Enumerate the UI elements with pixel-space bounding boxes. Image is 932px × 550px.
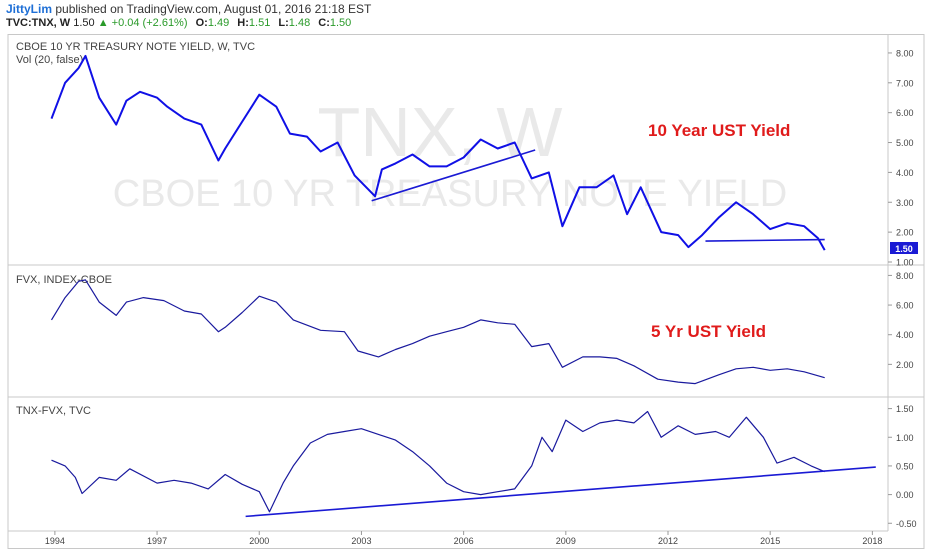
annotation-5yr: 5 Yr UST Yield [651, 322, 766, 341]
panel1-subtitle: Vol (20, false) [16, 54, 83, 66]
last-value-badge [890, 242, 918, 254]
x-tick-label: 1997 [147, 536, 167, 546]
x-tick-label: 2009 [556, 536, 576, 546]
panel2-title: FVX, INDEX-CBOE [16, 274, 112, 286]
y-tick-label: -0.50 [896, 519, 917, 529]
panel1-title: CBOE 10 YR TREASURY NOTE YIELD, W, TVC [16, 41, 255, 53]
series-line-panel-1 [50, 54, 826, 251]
high-value: 1.51 [248, 17, 271, 29]
y-tick-label: 6.00 [896, 301, 914, 311]
x-tick-label: 2006 [454, 536, 474, 546]
series-line-panel-2 [50, 279, 825, 385]
x-tick-label: 2018 [862, 536, 882, 546]
y-tick-label: 1.50 [896, 404, 914, 414]
high-label: H: [237, 17, 249, 29]
y-tick-label: 4.00 [896, 168, 914, 178]
trendline-3[interactable] [245, 466, 876, 518]
y-axis-ticks: 8.00 7.00 6.00 5.00 4.00 3.00 2.00 1.00 8.00 6.00… [888, 48, 917, 529]
chart-area[interactable]: TNX, W CBOE 10 YR TREASURY NOTE YIELD CB… [0, 34, 932, 550]
annotation-10yr: 10 Year UST Yield [648, 121, 790, 140]
x-tick-label: 2000 [249, 536, 269, 546]
watermark-name: CBOE 10 YR TREASURY NOTE YIELD [113, 173, 787, 215]
x-tick-label: 2015 [760, 536, 780, 546]
publish-line: JittyLim published on TradingView.com, A… [6, 2, 371, 16]
last-price: 1.50 [73, 17, 95, 29]
last-value-label: 1.50 [895, 244, 913, 254]
close-label: C: [318, 17, 330, 29]
low-label: L: [278, 17, 289, 29]
open-value: 1.49 [207, 17, 230, 29]
y-tick-label: 1.00 [896, 433, 914, 443]
y-tick-label: 3.00 [896, 198, 914, 208]
y-tick-label: 0.00 [896, 490, 914, 500]
y-tick-label: 8.00 [896, 271, 914, 281]
quote-line: TVC:TNX, W 1.50 ▲ +0.04 (+2.61%) O:1.49 … [6, 17, 351, 29]
y-tick-label: 6.00 [896, 108, 914, 118]
open-label: O: [195, 17, 208, 29]
y-tick-label: 7.00 [896, 78, 914, 88]
y-tick-label: 2.00 [896, 228, 914, 238]
x-tick-label: 1994 [45, 536, 65, 546]
price-change: +0.04 (+2.61%) [111, 17, 188, 29]
chart-header: JittyLim published on TradingView.com, A… [0, 0, 932, 34]
trendline-layer [245, 149, 876, 518]
chart-frame [7, 34, 925, 549]
y-tick-label: 0.50 [896, 461, 914, 471]
x-axis: 1994 1997 2000 2003 2006 2009 2012 2015 2018 [45, 531, 882, 546]
up-arrow-icon: ▲ [97, 17, 109, 29]
low-value: 1.48 [288, 17, 311, 29]
panel3-title: TNX-FVX, TVC [16, 405, 91, 417]
trendline-2[interactable] [705, 238, 825, 242]
y-tick-label: 4.00 [896, 330, 914, 340]
close-value: 1.50 [329, 17, 352, 29]
y-tick-label: 2.00 [896, 360, 914, 370]
x-tick-label: 2012 [658, 536, 678, 546]
publish-info: published on TradingView.com, August 01,… [55, 2, 372, 16]
watermark-symbol: TNX, W [318, 93, 563, 171]
symbol-label: TVC:TNX, W [6, 17, 71, 29]
author-link[interactable]: JittyLim [6, 2, 53, 16]
series-layer [50, 54, 826, 513]
y-tick-label: 1.00 [896, 258, 914, 268]
series-line-panel-3 [51, 410, 825, 513]
y-tick-label: 5.00 [896, 138, 914, 148]
x-tick-label: 2003 [351, 536, 371, 546]
trendline-1[interactable] [371, 149, 536, 202]
y-tick-label: 8.00 [896, 48, 914, 58]
